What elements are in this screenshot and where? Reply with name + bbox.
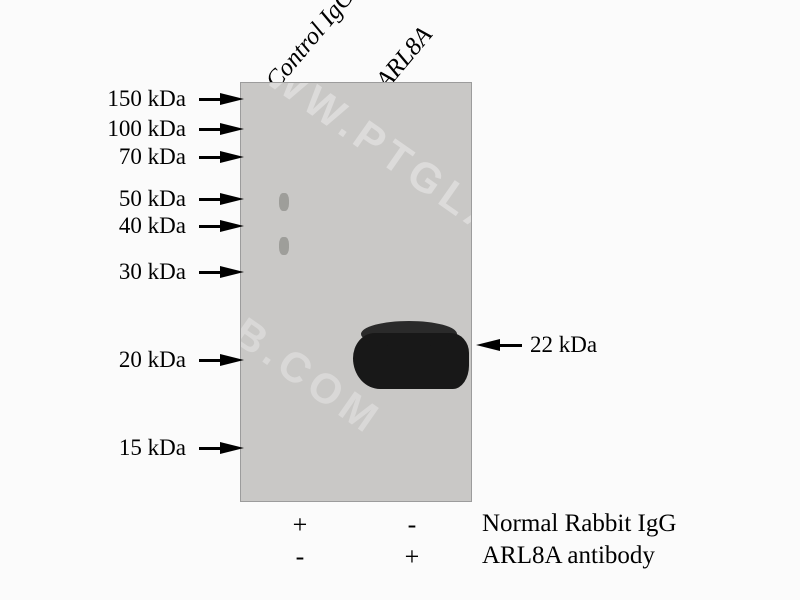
marker-label: 20 kDa — [100, 347, 186, 373]
treatment-label: ARL8A antibody — [482, 542, 655, 570]
marker-label: 30 kDa — [100, 259, 186, 285]
marker-arrow — [220, 193, 244, 205]
marker-arrow — [220, 354, 244, 366]
marker-label: 50 kDa — [100, 186, 186, 212]
figure-canvas: Control IgG ARL8A WWW.PTGLAB LAB.COM 150… — [0, 0, 800, 600]
marker-label: 40 kDa — [100, 213, 186, 239]
marker-label: 15 kDa — [100, 435, 186, 461]
treatment-label: Normal Rabbit IgG — [482, 510, 676, 538]
treatment-symbol: + — [285, 510, 315, 540]
band-arrow — [476, 339, 500, 351]
band-label-22kda: 22 kDa — [530, 332, 597, 358]
blot-image: WWW.PTGLAB LAB.COM — [240, 82, 472, 502]
marker-label: 150 kDa — [86, 86, 186, 112]
treatment-symbol: + — [397, 542, 427, 572]
lane-header-control: Control IgG — [261, 0, 361, 95]
marker-arrow — [220, 123, 244, 135]
marker-label: 100 kDa — [86, 116, 186, 142]
watermark-text: WWW.PTGLAB — [240, 82, 472, 270]
faint-band — [279, 237, 289, 255]
treatment-symbol: - — [285, 542, 315, 572]
marker-arrow — [220, 151, 244, 163]
band-arl8a-22kda-top — [361, 321, 457, 347]
marker-arrow — [220, 266, 244, 278]
marker-arrow — [220, 220, 244, 232]
faint-band — [279, 193, 289, 211]
marker-arrow — [220, 442, 244, 454]
marker-label: 70 kDa — [100, 144, 186, 170]
treatment-symbol: - — [397, 510, 427, 540]
marker-arrow — [220, 93, 244, 105]
